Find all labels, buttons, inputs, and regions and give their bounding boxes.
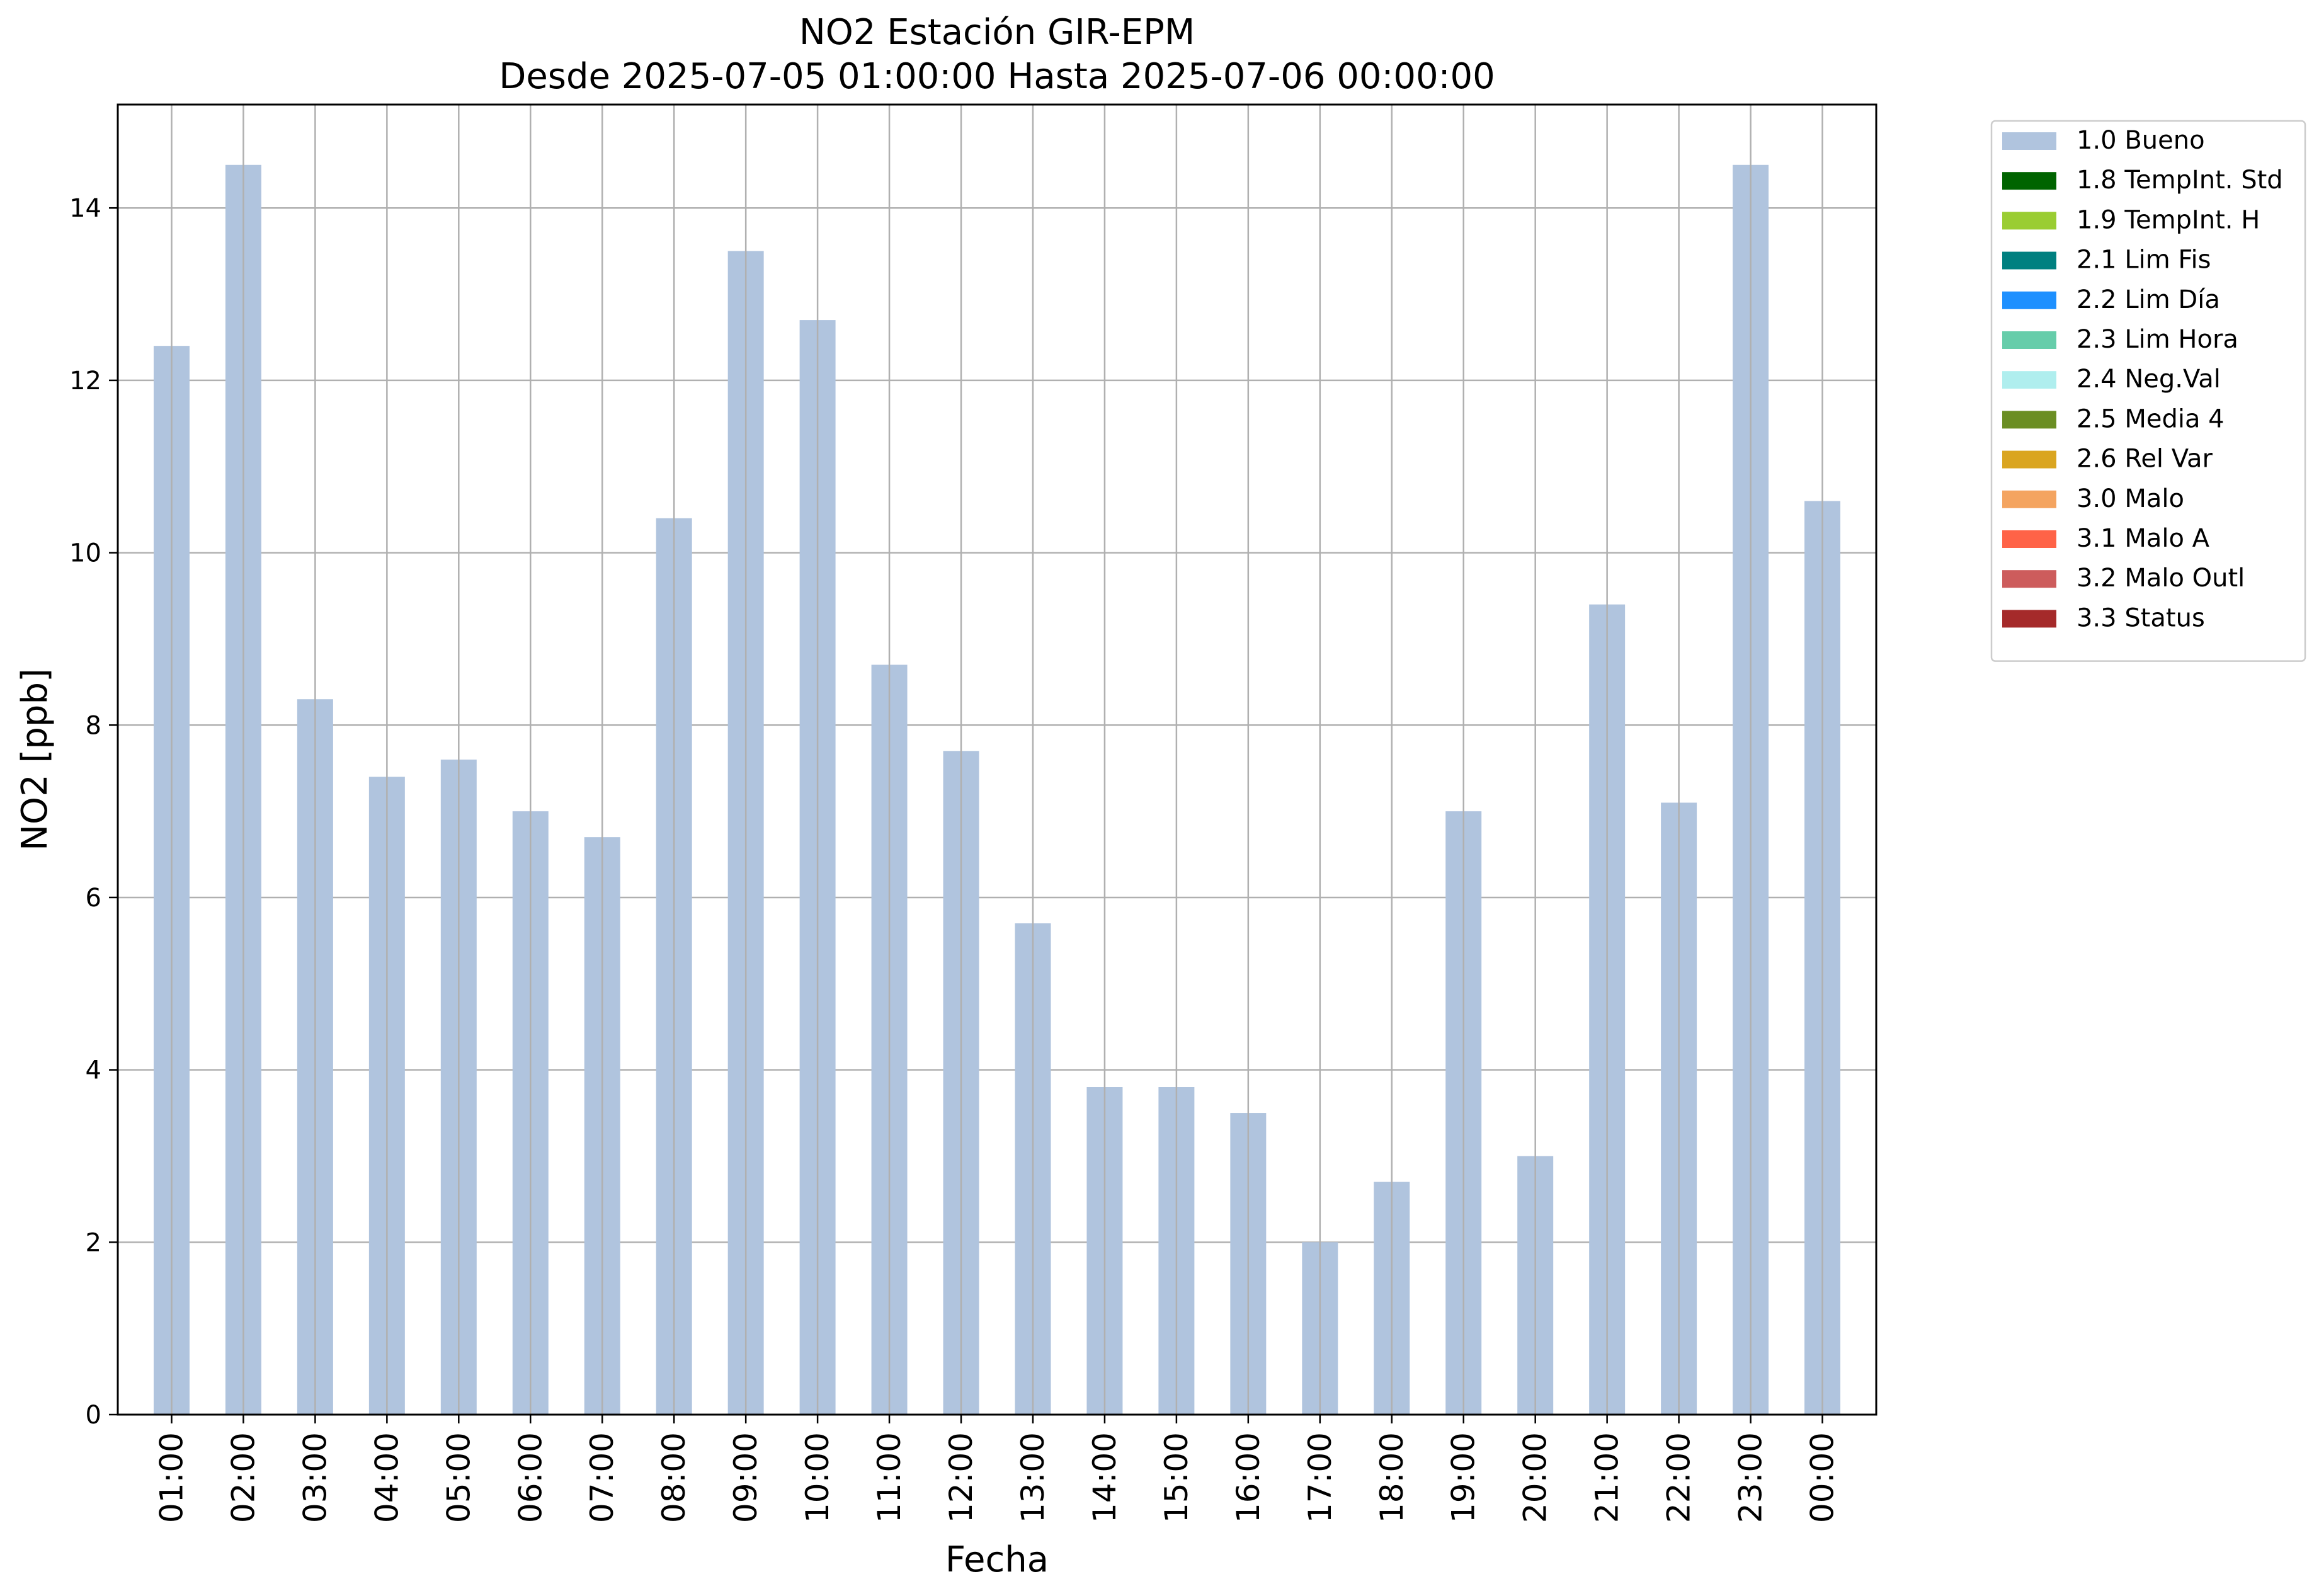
y-ticks: 0 2 4 6 8 10 12 14 (69, 194, 118, 1430)
legend-swatch (2002, 331, 2056, 349)
y-tick-label: 2 (86, 1228, 101, 1257)
x-tick-label: 03:00 (297, 1432, 333, 1523)
vertical-grid (171, 105, 1823, 1415)
legend-label: 3.0 Malo (2077, 484, 2184, 513)
legend-label: 1.9 TempInt. H (2077, 205, 2260, 234)
x-tick-label: 05:00 (440, 1432, 477, 1523)
y-tick-label: 12 (69, 367, 101, 396)
legend-label: 1.0 Bueno (2077, 126, 2205, 155)
legend-label: 1.8 TempInt. Std (2077, 166, 2283, 195)
x-tick-label: 06:00 (512, 1432, 549, 1523)
x-tick-label: 17:00 (1302, 1432, 1338, 1523)
legend-label: 2.6 Rel Var (2077, 445, 2213, 474)
chart-title: NO2 Estación GIR-EPM (799, 12, 1195, 53)
legend-swatch (2002, 570, 2056, 588)
x-tick-label: 16:00 (1230, 1432, 1267, 1523)
x-tick-label: 18:00 (1374, 1432, 1410, 1523)
x-tick-label: 20:00 (1517, 1432, 1554, 1523)
x-tick-label: 09:00 (727, 1432, 764, 1523)
chart-subtitle: Desde 2025-07-05 01:00:00 Hasta 2025-07-… (499, 56, 1495, 97)
legend-label: 3.3 Status (2077, 603, 2205, 632)
x-tick-label: 13:00 (1015, 1432, 1051, 1523)
legend-swatch (2002, 411, 2056, 429)
legend-swatch (2002, 132, 2056, 150)
x-ticks: 01:00 02:00 03:00 04:00 05:00 06:00 07:00 08:00… (153, 1415, 1841, 1523)
legend-swatch (2002, 530, 2056, 548)
legend-swatch (2002, 212, 2056, 230)
legend-swatch (2002, 610, 2056, 628)
legend-label: 2.3 Lim Hora (2077, 325, 2238, 354)
legend-label: 2.5 Media 4 (2077, 404, 2225, 433)
x-tick-label: 01:00 (153, 1432, 190, 1523)
x-tick-label: 23:00 (1733, 1432, 1769, 1523)
legend-swatch (2002, 172, 2056, 190)
x-tick-label: 12:00 (943, 1432, 979, 1523)
x-tick-label: 04:00 (368, 1432, 405, 1523)
x-tick-label: 08:00 (656, 1432, 692, 1523)
x-tick-label: 11:00 (871, 1432, 908, 1523)
x-tick-label: 00:00 (1804, 1432, 1841, 1523)
y-tick-label: 10 (69, 539, 101, 568)
legend-swatch (2002, 371, 2056, 389)
y-tick-label: 8 (86, 711, 101, 740)
legend-label: 2.1 Lim Fis (2077, 246, 2211, 275)
x-tick-label: 14:00 (1086, 1432, 1123, 1523)
x-tick-label: 02:00 (225, 1432, 261, 1523)
x-tick-label: 19:00 (1445, 1432, 1482, 1523)
y-tick-label: 6 (86, 884, 101, 913)
grid (118, 207, 1876, 1416)
legend-swatch (2002, 450, 2056, 469)
x-tick-label: 15:00 (1158, 1432, 1195, 1523)
legend-box (1990, 120, 2306, 662)
y-tick-label: 4 (86, 1056, 101, 1085)
legend-label: 3.2 Malo Outl (2077, 564, 2245, 593)
x-tick-label: 21:00 (1589, 1432, 1626, 1523)
x-tick-label: 22:00 (1661, 1432, 1697, 1523)
legend-label: 3.1 Malo A (2077, 524, 2210, 553)
bars (153, 164, 1841, 1415)
legend-swatch (2002, 291, 2056, 309)
y-tick-label: 14 (69, 194, 101, 223)
plot-frame (117, 103, 1877, 1416)
y-tick-label: 0 (86, 1401, 101, 1430)
legend: 1.0 Bueno 1.8 TempInt. Std 1.9 TempInt. H 2… (1990, 120, 2306, 662)
y-axis-label: NO2 [ppb] (14, 668, 55, 851)
legend-label: 2.2 Lim Día (2077, 285, 2220, 314)
legend-swatch (2002, 251, 2056, 270)
x-tick-label: 07:00 (584, 1432, 620, 1523)
legend-label: 2.4 Neg.Val (2077, 365, 2221, 394)
legend-swatch (2002, 490, 2056, 508)
x-tick-label: 10:00 (799, 1432, 836, 1523)
x-axis-label: Fecha (945, 1539, 1049, 1580)
